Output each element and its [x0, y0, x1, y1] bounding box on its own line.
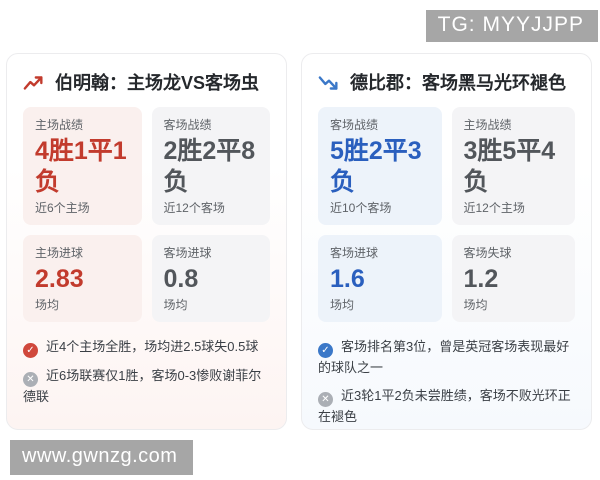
- trend-up-icon: [23, 76, 43, 90]
- note-negative: ✕ 近6场联赛仅1胜，客场0-3惨败谢菲尔德联: [23, 366, 270, 407]
- stat-away-goals: 客场进球 0.8 场均: [151, 235, 270, 322]
- stat-label: 客场战绩: [163, 118, 212, 132]
- stat-sub: 场均: [163, 298, 188, 312]
- notes: ✓ 客场排名第3位，曾是英冠客场表现最好的球队之一 ✕ 近3轮1平2负未尝胜绩，客场…: [318, 337, 575, 427]
- stat-label: 客场失球: [463, 246, 512, 260]
- stat-away-goals-for: 客场进球 1.6 场均: [318, 235, 442, 322]
- cross-icon: ✕: [23, 372, 38, 387]
- stat-label: 客场进球: [163, 246, 212, 260]
- watermark-badge: www.gwnzg.com: [10, 440, 194, 475]
- stat-away-record: 客场战绩 5胜2平3负 近10个客场: [318, 107, 442, 225]
- note-positive: ✓ 近4个主场全胜，场均进2.5球失0.5球: [23, 337, 270, 358]
- stat-sub: 近6个主场: [35, 201, 90, 215]
- stat-home-record: 主场战绩 3胜5平4负 近12个主场: [451, 107, 575, 225]
- stat-sub: 场均: [463, 298, 488, 312]
- stat-sub: 近12个客场: [163, 201, 225, 215]
- note-text: 客场排名第3位，曾是英冠客场表现最好的球队之一: [318, 339, 570, 375]
- stat-grid: 主场战绩 4胜1平1负 近6个主场 客场战绩 2胜2平8负 近12个客场 主场进…: [23, 107, 270, 322]
- stat-grid: 客场战绩 5胜2平3负 近10个客场 主场战绩 3胜5平4负 近12个主场 客场…: [318, 107, 575, 322]
- stat-sub: 场均: [330, 298, 355, 312]
- stat-value: 4胜1平1负: [35, 137, 127, 196]
- trend-down-icon: [318, 76, 338, 90]
- notes: ✓ 近4个主场全胜，场均进2.5球失0.5球 ✕ 近6场联赛仅1胜，客场0-3惨败谢…: [23, 337, 270, 407]
- match-analysis-cards: 伯明翰：主场龙VS客场虫 主场战绩 4胜1平1负 近6个主场 客场战绩 2胜2平…: [6, 53, 592, 430]
- cross-icon: ✕: [318, 392, 333, 407]
- stat-value: 1.2: [463, 265, 499, 293]
- stat-label: 主场战绩: [463, 118, 512, 132]
- check-icon: ✓: [318, 343, 333, 358]
- stat-value: 3胜5平4负: [463, 137, 556, 196]
- stat-label: 客场战绩: [330, 118, 379, 132]
- card-title: 德比郡：客场黑马光环褪色: [350, 73, 566, 93]
- stat-sub: 场均: [35, 298, 60, 312]
- check-icon: ✓: [23, 343, 38, 358]
- stat-sub: 近12个主场: [463, 201, 525, 215]
- card-title: 伯明翰：主场龙VS客场虫: [55, 73, 260, 93]
- stat-value: 0.8: [163, 265, 199, 293]
- note-text: 近6场联赛仅1胜，客场0-3惨败谢菲尔德联: [23, 368, 262, 404]
- note-positive: ✓ 客场排名第3位，曾是英冠客场表现最好的球队之一: [318, 337, 575, 378]
- card-header: 伯明翰：主场龙VS客场虫: [23, 70, 270, 96]
- stat-label: 主场进球: [35, 246, 84, 260]
- stat-label: 客场进球: [330, 246, 379, 260]
- note-text: 近4个主场全胜，场均进2.5球失0.5球: [46, 339, 259, 354]
- card-header: 德比郡：客场黑马光环褪色: [318, 70, 575, 96]
- card-derby: 德比郡：客场黑马光环褪色 客场战绩 5胜2平3负 近10个客场 主场战绩 3胜5…: [301, 53, 592, 430]
- stat-value: 2.83: [35, 265, 84, 293]
- card-birmingham: 伯明翰：主场龙VS客场虫 主场战绩 4胜1平1负 近6个主场 客场战绩 2胜2平…: [6, 53, 287, 430]
- note-negative: ✕ 近3轮1平2负未尝胜绩，客场不败光环正在褪色: [318, 386, 575, 427]
- stat-value: 2胜2平8负: [163, 137, 256, 196]
- stat-label: 主场战绩: [35, 118, 84, 132]
- stat-home-record: 主场战绩 4胜1平1负 近6个主场: [23, 107, 142, 225]
- stat-sub: 近10个客场: [330, 201, 392, 215]
- note-text: 近3轮1平2负未尝胜绩，客场不败光环正在褪色: [318, 388, 571, 424]
- stat-home-goals: 主场进球 2.83 场均: [23, 235, 142, 322]
- stat-away-record: 客场战绩 2胜2平8负 近12个客场: [151, 107, 270, 225]
- stat-away-goals-against: 客场失球 1.2 场均: [451, 235, 575, 322]
- tg-contact-badge: TG: MYYJJPP: [425, 10, 598, 42]
- stat-value: 5胜2平3负: [330, 137, 422, 196]
- stat-value: 1.6: [330, 265, 365, 293]
